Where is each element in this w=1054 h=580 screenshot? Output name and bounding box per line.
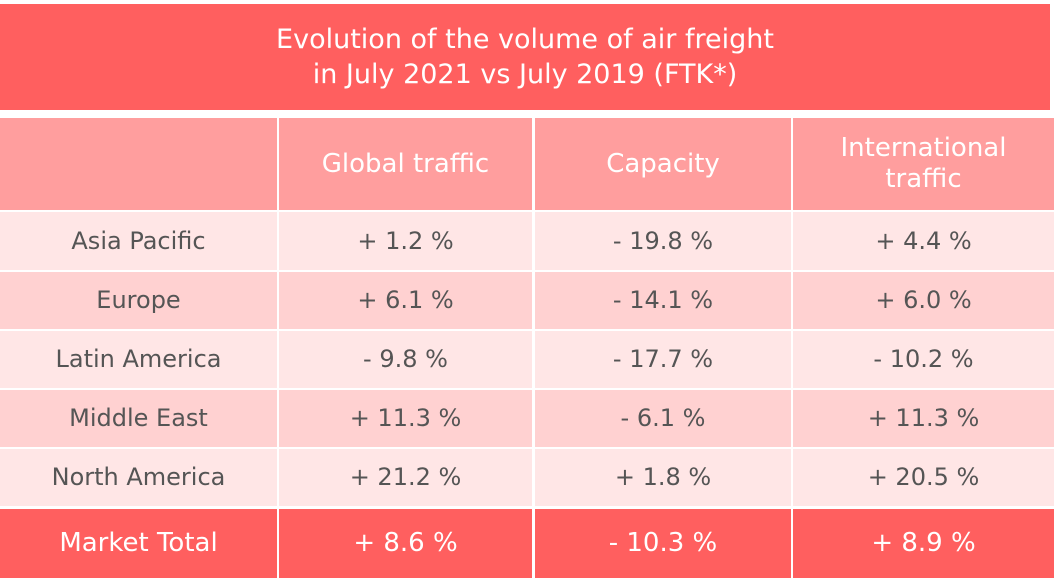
table-cell: + 1.8 % (535, 449, 791, 506)
table-cell: - 17.7 % (535, 331, 791, 388)
column-header: Capacity (535, 118, 791, 210)
table-cell: + 21.2 % (279, 449, 532, 506)
row-label: Latin America (0, 331, 277, 388)
table-cell: - 10.2 % (793, 331, 1054, 388)
table-cell: + 4.4 % (793, 212, 1054, 270)
table-cell: + 6.0 % (793, 272, 1054, 329)
table-cell: + 6.1 % (279, 272, 532, 329)
table-cell: + 11.3 % (279, 390, 532, 447)
row-label: Middle East (0, 390, 277, 447)
table-title: Evolution of the volume of air freight i… (0, 4, 1050, 110)
row-label: Europe (0, 272, 277, 329)
table-cell: + 20.5 % (793, 449, 1054, 506)
table-cell: - 14.1 % (535, 272, 791, 329)
table-cell: + 11.3 % (793, 390, 1054, 447)
total-label: Market Total (0, 509, 277, 578)
row-label: Asia Pacific (0, 212, 277, 270)
row-label: North America (0, 449, 277, 506)
table-cell: - 9.8 % (279, 331, 532, 388)
total-cell: + 8.6 % (279, 509, 532, 578)
total-cell: - 10.3 % (535, 509, 791, 578)
column-header: International traffic (793, 118, 1054, 210)
table-cell: + 1.2 % (279, 212, 532, 270)
total-cell: + 8.9 % (793, 509, 1054, 578)
column-header (0, 118, 277, 210)
table-cell: - 6.1 % (535, 390, 791, 447)
column-header: Global traffic (279, 118, 532, 210)
table-cell: - 19.8 % (535, 212, 791, 270)
